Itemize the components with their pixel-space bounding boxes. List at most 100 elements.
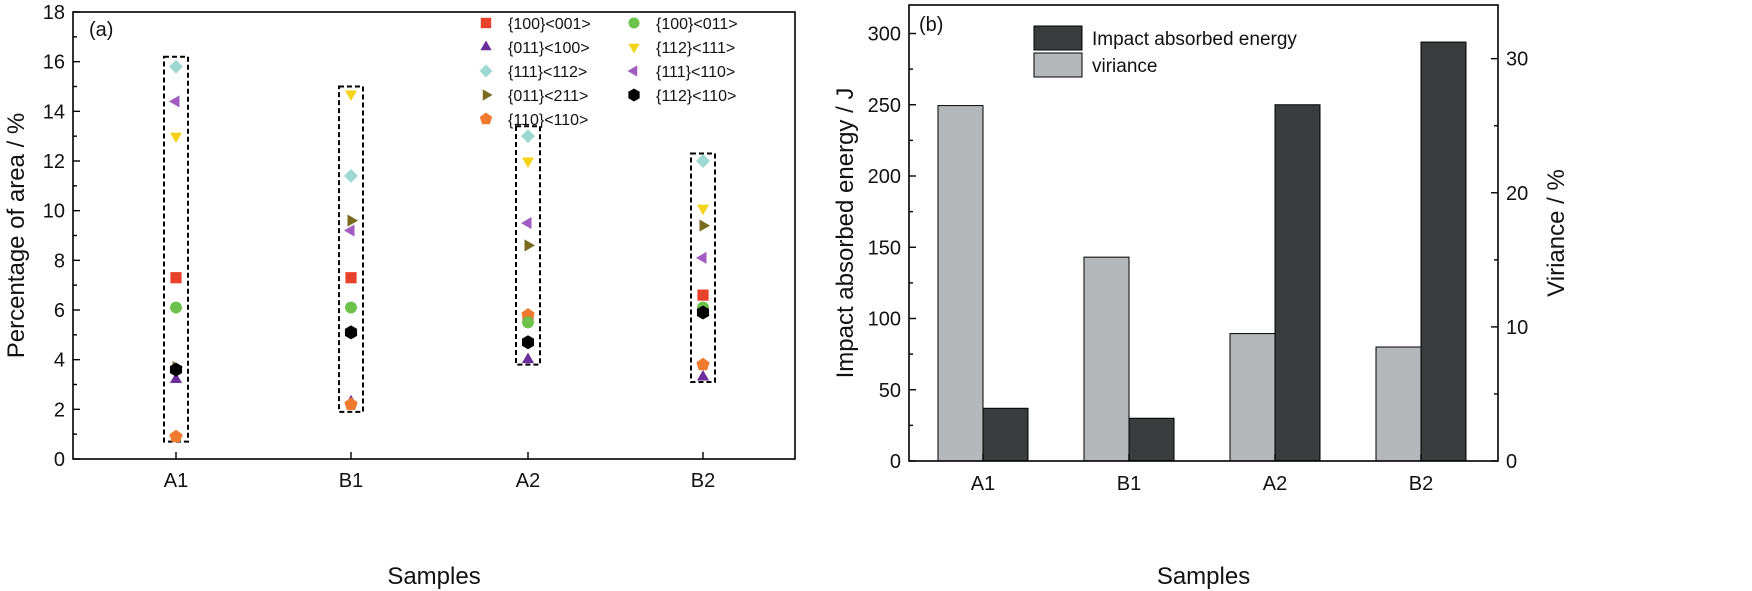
range-box-A1 [163, 55, 189, 443]
panel-b-y-tick-label: 50 [879, 380, 901, 402]
legend-swatch-viriance [1033, 52, 1083, 78]
bar-impact-energy-A2 [1274, 104, 1321, 462]
panel-a: (a) Percentage of area / % Samples 0 2 4 6 8… [3, 2, 796, 590]
legend-label: viriance [1092, 56, 1157, 77]
panel-b-y2-tick-label: 0 [1506, 451, 1517, 473]
panel-b-x-axis-title: Samples [1157, 563, 1250, 590]
panel-b-frame [908, 4, 1499, 462]
data-point-triangle-down [696, 204, 710, 216]
legend-label: Impact absorbed energy [1092, 29, 1297, 50]
panel-b: (b) Impact absorbed energy / J Viriance … [832, 4, 1570, 590]
panel-a-x-tick-label: A1 [164, 470, 188, 492]
data-point-pentagon [696, 357, 710, 371]
data-point-triangle-left [521, 217, 532, 230]
panel-b-y-tick-label: 150 [868, 237, 901, 259]
data-point-square [170, 272, 182, 284]
panel-b-label: (b) [919, 14, 943, 36]
panel-b-y-tick-label: 300 [868, 24, 901, 46]
legend-marker-triangle-down [628, 43, 640, 54]
panel-b-y2-tick-label: 10 [1506, 317, 1528, 339]
legend-label: {011}<211> [508, 88, 588, 105]
legend-label: {111}<112> [508, 64, 587, 81]
panel-b-x-tick-label: B2 [1409, 473, 1433, 495]
panel-b-x-tick-label: B1 [1117, 473, 1141, 495]
panel-a-y-tick-label: 2 [54, 399, 65, 421]
panel-b-y2-tick-label: 20 [1506, 183, 1528, 205]
data-point-square [697, 289, 709, 301]
legend-label: {011}<100> [508, 40, 590, 57]
panel-a-y-tick-label: 8 [54, 250, 65, 272]
legend-label: {111}<110> [656, 64, 735, 81]
data-point-hexagon [344, 325, 358, 340]
legend-label: {100}<011> [656, 16, 738, 33]
range-box-A2 [515, 125, 541, 366]
legend-marker-triangle-right [482, 89, 493, 101]
legend-marker-circle [628, 17, 640, 29]
panel-b-y2-tick-label: 30 [1506, 49, 1528, 71]
data-point-diamond [696, 154, 710, 168]
bar-impact-energy-B2 [1420, 41, 1467, 462]
panel-a-x-tick-label: B2 [691, 470, 715, 492]
data-point-triangle-up [521, 352, 535, 364]
bar-viriance-B2 [1375, 346, 1422, 462]
data-point-triangle-up [169, 372, 183, 384]
data-point-pentagon [521, 307, 535, 321]
legend-label: {100}<001> [508, 16, 591, 33]
range-box-B1 [338, 85, 364, 413]
panel-a-y-tick-label: 10 [43, 201, 65, 223]
legend-marker-triangle-up [480, 40, 492, 51]
panel-a-y-tick-label: 6 [54, 300, 65, 322]
panel-a-y-tick-label: 16 [43, 52, 65, 74]
panel-a-label: (a) [89, 19, 113, 41]
panel-a-y-tick-label: 0 [54, 449, 65, 471]
data-point-hexagon [521, 335, 535, 350]
bar-impact-energy-A1 [982, 407, 1029, 462]
legend-label: {110}<110> [508, 112, 588, 129]
legend-label: {112}<111> [656, 40, 735, 57]
panel-a-y-tick-label: 14 [43, 101, 65, 123]
panel-b-y-tick-label: 250 [868, 95, 901, 117]
legend-label: {112}<110> [656, 88, 736, 105]
data-point-diamond [344, 168, 358, 183]
panel-a-x-axis-title: Samples [387, 563, 480, 590]
panel-a-y-axis-title: Percentage of area / % [3, 113, 30, 358]
panel-b-y-tick-label: 200 [868, 166, 901, 188]
panel-b-x-tick-label: A1 [971, 473, 995, 495]
legend-marker-hexagon [628, 88, 640, 102]
data-point-triangle-right [347, 214, 358, 227]
panel-a-y-tick-label: 4 [54, 350, 65, 372]
panel-a-x-tick-label: B1 [339, 470, 363, 492]
legend-marker-square [480, 17, 492, 29]
data-point-diamond [169, 59, 183, 74]
data-point-diamond [521, 129, 535, 144]
legend-swatch-impact-energy [1033, 25, 1083, 51]
data-point-pentagon [169, 429, 183, 443]
data-point-circle [345, 301, 357, 314]
legend-marker-diamond [479, 64, 493, 78]
data-point-triangle-left [169, 95, 180, 108]
data-point-triangle-left [344, 224, 355, 237]
data-point-triangle-down [169, 132, 183, 144]
data-point-triangle-down [344, 90, 358, 101]
data-point-hexagon [169, 362, 183, 377]
bar-viriance-B1 [1083, 256, 1130, 462]
data-point-circle [522, 316, 534, 329]
bar-viriance-A2 [1229, 333, 1276, 462]
bar-impact-energy-B1 [1128, 417, 1175, 462]
panel-b-y2-axis-title: Viriance / % [1543, 169, 1570, 297]
data-point-triangle-right [524, 239, 535, 252]
panel-a-y-tick-label: 12 [43, 151, 65, 173]
legend-marker-triangle-left [627, 65, 638, 77]
panel-b-x-tick-label: A2 [1263, 473, 1287, 495]
data-point-hexagon [696, 305, 710, 320]
panel-a-y-tick-label: 18 [43, 2, 65, 24]
data-point-triangle-down [521, 157, 535, 168]
data-point-square [345, 272, 357, 284]
range-box-B2 [690, 152, 716, 384]
data-point-pentagon [344, 397, 358, 411]
panel-b-y-tick-label: 0 [890, 451, 901, 473]
legend-marker-pentagon [479, 112, 493, 125]
panel-b-y-axis-title: Impact absorbed energy / J [832, 88, 859, 379]
panel-b-y-tick-label: 100 [868, 309, 901, 331]
